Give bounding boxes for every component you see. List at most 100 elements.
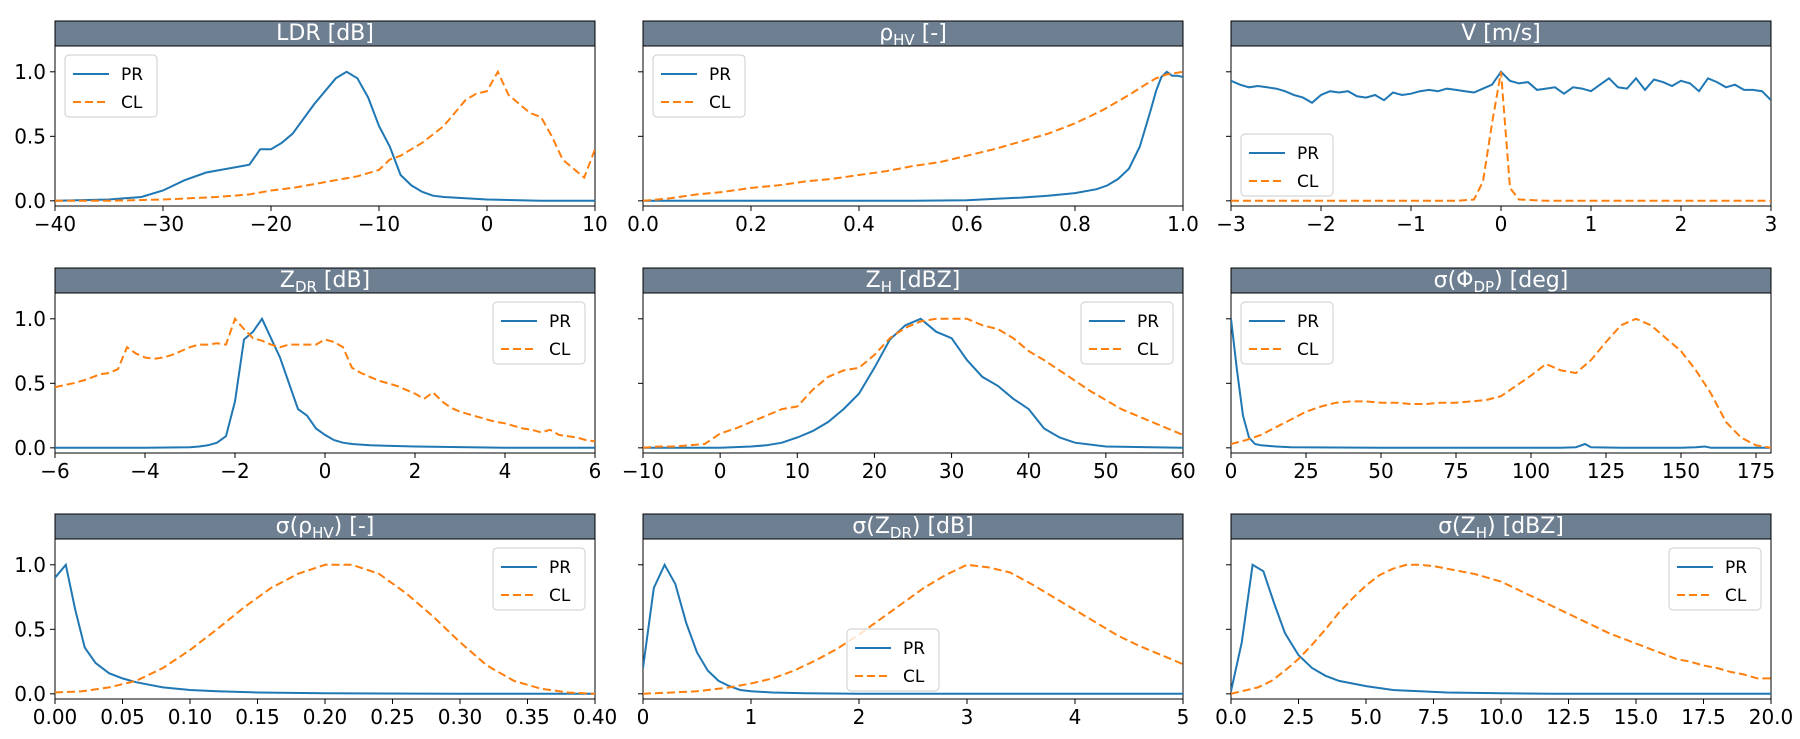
subplot-8: σ(ZDR) [dB] 0 1 2 3 4 5 PR CL <box>637 513 1190 729</box>
subplot-3: V [m/s] −3 −2 −1 0 1 2 3 PR CL <box>1216 20 1777 236</box>
series-line-cl <box>55 563 595 695</box>
x-tick-label: 100 <box>1512 459 1550 483</box>
legend-label-cl: CL <box>903 667 925 687</box>
legend: PR CL <box>1668 547 1762 611</box>
x-tick-label: 40 <box>1016 459 1041 483</box>
x-tick-label: 10 <box>582 212 607 236</box>
x-tick-label: 125 <box>1587 459 1625 483</box>
legend-label-pr: PR <box>549 312 571 332</box>
title-bar <box>54 513 596 540</box>
x-tick-label: 5 <box>1177 705 1190 729</box>
x-tick-label: 15.0 <box>1614 705 1659 729</box>
legend-box <box>492 547 586 611</box>
x-tick-label: 6 <box>589 459 602 483</box>
x-tick-label: 0.35 <box>505 705 550 729</box>
legend-label-cl: CL <box>1297 172 1319 192</box>
subplot-7: σ(ρHV) [-] 0.00 0.05 0.10 0.15 0.20 0.25 0.30 0.… <box>14 513 618 729</box>
axes-frame <box>1230 292 1772 454</box>
legend-label-pr: PR <box>1297 144 1319 164</box>
x-tick-label: 0.4 <box>843 212 875 236</box>
x-tick-label: 0.8 <box>1059 212 1091 236</box>
subplot-title: σ(ZDR) [dB] <box>852 514 973 542</box>
subplot-5: ZH [dBZ] −10 0 10 20 30 40 50 60 PR CL <box>622 267 1196 483</box>
axes-frame <box>54 45 596 207</box>
title-bar <box>54 267 596 294</box>
legend-label-cl: CL <box>549 586 571 606</box>
legend: PR CL <box>846 628 940 692</box>
x-tick-label: 5.0 <box>1350 705 1382 729</box>
series-line-pr <box>1231 318 1771 449</box>
x-tick-label: 0.30 <box>438 705 483 729</box>
legend-label-cl: CL <box>121 93 143 113</box>
series-line-cl <box>1231 71 1771 202</box>
title-bar <box>1230 20 1772 47</box>
legend: PR CL <box>1240 133 1334 197</box>
legend-label-cl: CL <box>549 340 571 360</box>
subplot-6: σ(ΦDP) [deg] 0 25 50 75 100 125 150 175 PR CL <box>1225 267 1775 483</box>
legend-label-pr: PR <box>903 639 925 659</box>
legend-label-pr: PR <box>1297 312 1319 332</box>
x-tick-label: 0.6 <box>951 212 983 236</box>
title-bar <box>642 20 1184 47</box>
axes-frame <box>642 538 1184 700</box>
series-line-pr <box>55 562 595 695</box>
x-tick-label: −20 <box>250 212 292 236</box>
x-tick-label: 0.05 <box>100 705 145 729</box>
series-line-cl <box>55 316 595 443</box>
x-tick-label: 1 <box>1585 212 1598 236</box>
x-tick-label: 0 <box>1495 212 1508 236</box>
series-line-cl <box>643 317 1183 449</box>
x-tick-label: 20 <box>862 459 887 483</box>
legend-label-cl: CL <box>1725 586 1747 606</box>
x-tick-label: 30 <box>939 459 964 483</box>
x-tick-label: 10.0 <box>1479 705 1524 729</box>
title-bar <box>54 20 596 47</box>
subplot-title: ZDR [dB] <box>280 268 370 296</box>
subplot-title: ZH [dBZ] <box>866 268 961 296</box>
x-tick-label: 0.40 <box>573 705 618 729</box>
x-tick-label: 150 <box>1662 459 1700 483</box>
legend: PR CL <box>64 54 158 118</box>
legend-label-pr: PR <box>121 65 143 85</box>
subplot-1: LDR [dB] −40 −30 −20 −10 0 10 0.0 0.5 1.0 PR CL <box>14 20 608 236</box>
x-tick-label: 0.20 <box>303 705 348 729</box>
x-tick-label: 0 <box>637 705 650 729</box>
x-tick-label: 0.0 <box>627 212 659 236</box>
x-tick-label: 3 <box>961 705 974 729</box>
x-tick-label: −3 <box>1216 212 1245 236</box>
x-tick-label: −2 <box>220 459 249 483</box>
y-tick-label: 0.5 <box>14 124 46 148</box>
x-tick-label: 1 <box>745 705 758 729</box>
legend-box <box>1240 133 1334 197</box>
legend-label-pr: PR <box>1137 312 1159 332</box>
x-tick-label: −40 <box>34 212 76 236</box>
subplot-title: ρHV [-] <box>879 21 947 49</box>
x-tick-label: 50 <box>1368 459 1393 483</box>
y-tick-label: 1.0 <box>14 307 46 331</box>
subplot-title: σ(ρHV) [-] <box>276 514 375 542</box>
x-tick-label: 75 <box>1443 459 1468 483</box>
legend-label-pr: PR <box>549 558 571 578</box>
x-tick-label: 7.5 <box>1418 705 1450 729</box>
x-tick-label: 2.5 <box>1283 705 1315 729</box>
x-tick-label: 17.5 <box>1681 705 1726 729</box>
subplot-title: LDR [dB] <box>276 21 374 46</box>
subplot-title: σ(ZH) [dBZ] <box>1438 514 1564 542</box>
x-tick-label: 0.2 <box>735 212 767 236</box>
x-tick-label: −6 <box>40 459 69 483</box>
series-line-pr <box>643 317 1183 449</box>
x-tick-label: 10 <box>785 459 810 483</box>
series-line-pr <box>55 316 595 449</box>
y-tick-label: 0.5 <box>14 371 46 395</box>
y-tick-label: 1.0 <box>14 553 46 577</box>
x-tick-label: 20.0 <box>1749 705 1794 729</box>
x-tick-label: 4 <box>1069 705 1082 729</box>
legend-label-cl: CL <box>709 93 731 113</box>
axes-frame <box>642 292 1184 454</box>
legend: PR CL <box>492 547 586 611</box>
title-bar <box>1230 267 1772 294</box>
legend: PR CL <box>1080 301 1174 365</box>
legend-box <box>64 54 158 118</box>
legend-box <box>1240 301 1334 365</box>
